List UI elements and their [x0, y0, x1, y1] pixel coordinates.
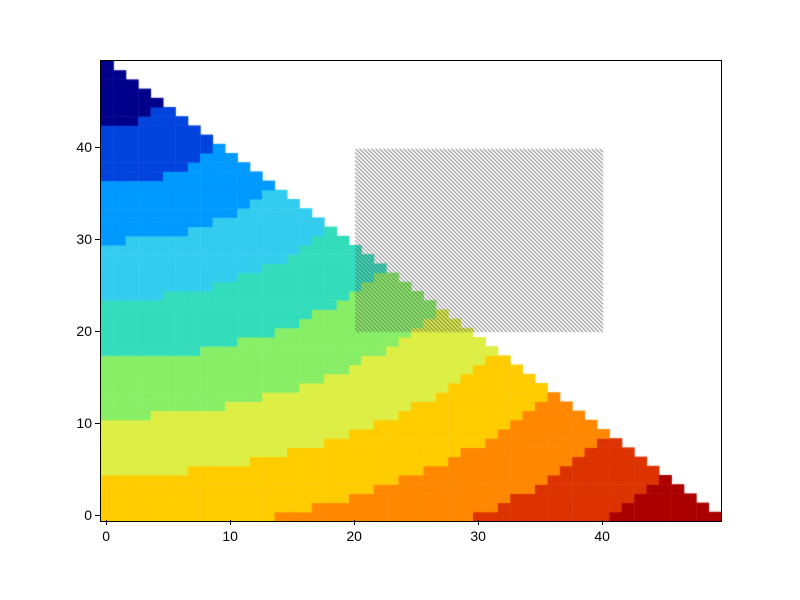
x-tick-mark [230, 520, 231, 525]
y-tick-mark [95, 147, 100, 148]
x-tick-mark [106, 520, 107, 525]
plot-area [100, 60, 722, 522]
x-tick-label: 30 [470, 528, 486, 544]
y-tick-label: 20 [70, 323, 92, 339]
y-tick-mark [95, 331, 100, 332]
contour-canvas [101, 61, 721, 521]
y-tick-label: 0 [70, 507, 92, 523]
x-tick-label: 0 [102, 528, 110, 544]
x-tick-mark [354, 520, 355, 525]
y-tick-mark [95, 515, 100, 516]
y-tick-label: 30 [70, 231, 92, 247]
x-tick-label: 40 [594, 528, 610, 544]
x-tick-label: 20 [346, 528, 362, 544]
x-tick-label: 10 [222, 528, 238, 544]
x-tick-mark [478, 520, 479, 525]
y-tick-label: 40 [70, 139, 92, 155]
y-tick-mark [95, 423, 100, 424]
y-tick-label: 10 [70, 415, 92, 431]
chart-figure: 0 10 20 30 40 0 10 20 30 40 [0, 0, 800, 600]
x-tick-mark [602, 520, 603, 525]
y-tick-mark [95, 239, 100, 240]
